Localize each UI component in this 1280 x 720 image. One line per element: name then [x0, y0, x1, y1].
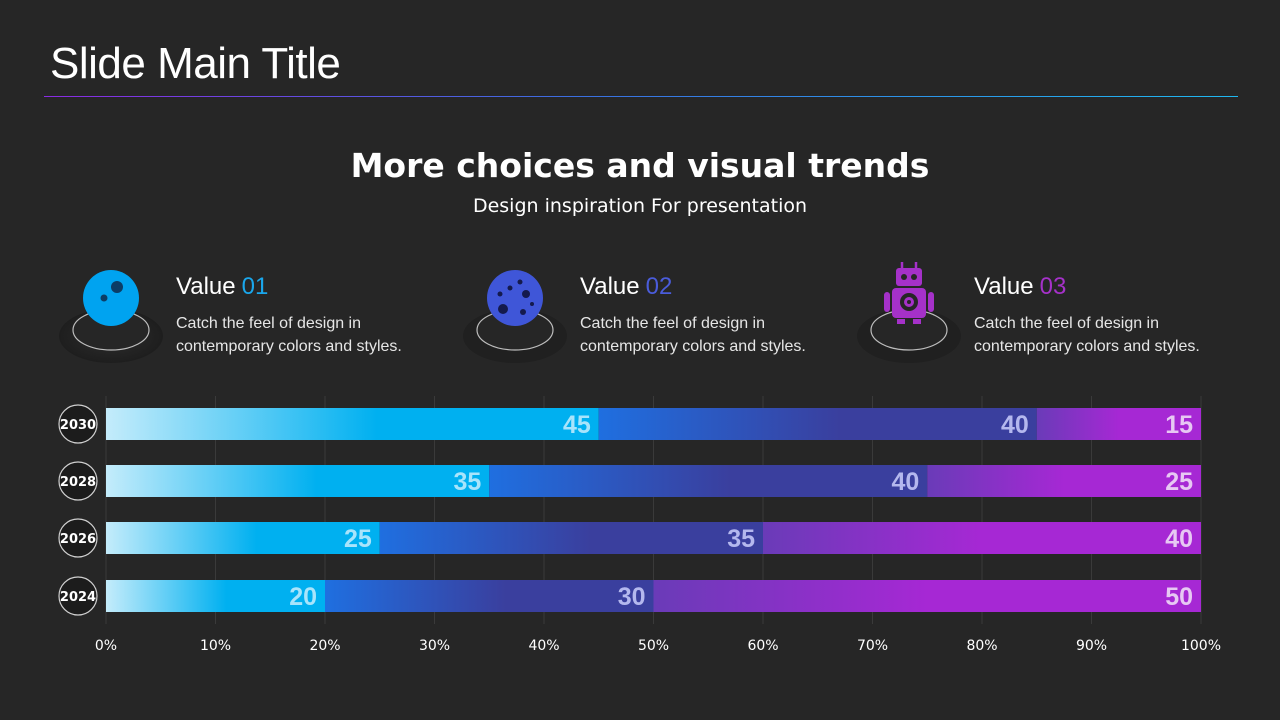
bar-segment — [106, 408, 599, 440]
data-label: 40 — [891, 468, 919, 496]
data-label: 40 — [1001, 411, 1029, 439]
category-label: 2030 — [60, 418, 96, 433]
robot-icon — [857, 262, 961, 363]
title-divider — [44, 96, 1238, 97]
bar-segment — [598, 408, 1037, 440]
value-title-1: Value 01 — [176, 272, 268, 302]
bar-segment — [763, 522, 1201, 554]
category-badge — [58, 518, 98, 558]
data-label: 25 — [1165, 468, 1193, 496]
bar-segment — [325, 580, 654, 612]
category-label: 2026 — [60, 532, 96, 547]
category-badge — [58, 461, 98, 501]
bar-segment — [927, 465, 1201, 497]
x-tick-label: 50% — [638, 638, 669, 654]
data-label: 50 — [1165, 583, 1193, 611]
x-tick-label: 100% — [1181, 638, 1221, 654]
bar-segment — [106, 522, 380, 554]
data-label: 45 — [563, 411, 591, 439]
bar-segment — [1036, 408, 1201, 440]
value-label-1: Value — [176, 273, 236, 300]
x-tick-label: 90% — [1076, 638, 1107, 654]
x-tick-label: 20% — [309, 638, 340, 654]
value-description-2: Catch the feel of design in contemporary… — [580, 315, 806, 355]
value-number-1: 01 — [241, 273, 269, 300]
data-label: 15 — [1165, 411, 1193, 439]
data-label: 20 — [289, 583, 317, 611]
value-title-2: Value 02 — [580, 272, 672, 302]
x-tick-label: 70% — [857, 638, 888, 654]
value-block-2: Value 02 Catch the feel of design in cont… — [460, 262, 820, 372]
category-label: 2028 — [60, 475, 96, 490]
x-tick-label: 0% — [95, 638, 117, 654]
data-label: 25 — [344, 525, 372, 553]
value-number-3: 03 — [1039, 273, 1067, 300]
bar-segment — [379, 522, 763, 554]
moon-icon — [463, 270, 567, 363]
chart-subheading: Design inspiration For presentation — [472, 195, 808, 217]
bar-segment — [106, 580, 325, 612]
data-label: 30 — [618, 583, 646, 611]
data-label: 40 — [1165, 525, 1193, 553]
value-title-3: Value 03 — [974, 272, 1066, 302]
x-tick-label: 40% — [528, 638, 559, 654]
bar-segment — [489, 465, 928, 497]
category-badge — [58, 576, 98, 616]
x-tick-label: 30% — [419, 638, 450, 654]
value-description-3: Catch the feel of design in contemporary… — [974, 315, 1200, 355]
slide-title: Slide Main Title — [50, 39, 341, 88]
value-block-1: Value 01 Catch the feel of design in cont… — [56, 262, 416, 372]
value-label-2: Value — [580, 273, 640, 300]
x-tick-label: 60% — [747, 638, 778, 654]
chart-heading: More choices and visual trends — [350, 146, 930, 185]
x-tick-label: 80% — [966, 638, 997, 654]
value-number-2: 02 — [645, 273, 673, 300]
value-block-3: Value 03 Catch the feel of design in cont… — [854, 262, 1214, 372]
category-label: 2024 — [60, 590, 96, 605]
planet-icon — [59, 270, 163, 363]
value-label-3: Value — [974, 273, 1034, 300]
value-description-1: Catch the feel of design in contemporary… — [176, 315, 402, 355]
x-tick-label: 10% — [200, 638, 231, 654]
data-label: 35 — [727, 525, 755, 553]
data-label: 35 — [453, 468, 481, 496]
bar-segment — [106, 465, 490, 497]
category-badge — [58, 404, 98, 444]
bar-segment — [653, 580, 1201, 612]
